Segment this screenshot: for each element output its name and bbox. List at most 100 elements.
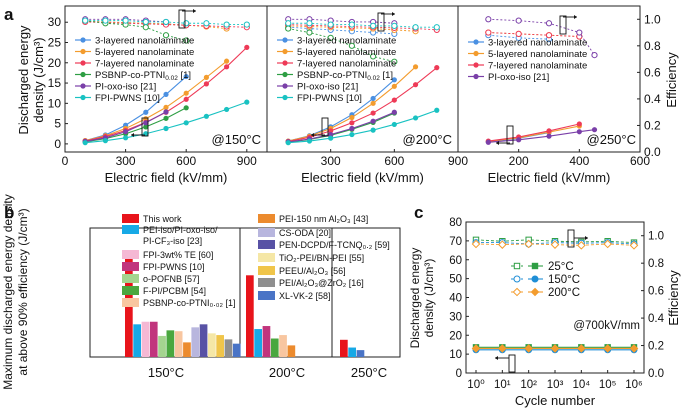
- legend-marker-l3: [80, 37, 86, 43]
- energy-point-pioxo: [328, 131, 334, 138]
- efficiency-line-psbnp: [288, 28, 395, 63]
- efficiency-point-fpi: [122, 17, 129, 24]
- energy-point-fpi: [285, 140, 291, 146]
- energy-point-l3: [183, 73, 189, 80]
- marker-c150: [531, 275, 539, 283]
- energy-point-l7: [370, 110, 376, 116]
- series-group-marker: [506, 125, 514, 145]
- efficiency-point-fpi: [285, 20, 292, 27]
- x-tick-label: 600: [176, 154, 196, 168]
- x-axis-label: Cycle number: [515, 393, 596, 408]
- bar-0-13: [232, 343, 241, 357]
- energy-point-l3: [143, 109, 149, 115]
- panel-b: 150°C 200°C 250°C Maximum discharged energy…: [1, 194, 401, 390]
- efficiency-point-l7: [545, 32, 553, 39]
- axis-arrow-head: [495, 356, 498, 360]
- energy-point-pioxo: [546, 133, 552, 139]
- axes-frame-b: [89, 227, 401, 358]
- legend-label-2: FPI-3wt% TE [60]: [143, 250, 213, 260]
- legend-swatch-10: [258, 253, 275, 262]
- energy-point-pioxo: [163, 109, 169, 115]
- legend-label-l3: 3-layered nanolaminate: [95, 36, 194, 47]
- legend-marker-l5: [473, 50, 479, 57]
- efficiency-point-fpi: [370, 22, 377, 30]
- energy-point-l5: [183, 90, 189, 96]
- efficiency-point-fpi: [348, 21, 355, 28]
- energy-point-l3: [163, 91, 169, 98]
- marker-c200: [498, 240, 507, 249]
- axis-arrow-head: [496, 141, 499, 145]
- panel-c: 10⁰ 10¹ 10² 10³ 10⁴ 10⁵ 10⁶ Cycle number 0 10 20 30…: [408, 217, 681, 408]
- energy-point-l7: [546, 128, 552, 134]
- efficiency-point-fpi: [306, 20, 313, 27]
- energy-point-pioxo: [349, 125, 355, 132]
- energy-point-fpi: [370, 127, 376, 133]
- y-tick-label: 40: [449, 293, 462, 305]
- efficiency-line-l3: [288, 26, 395, 35]
- legend-marker-l3: [282, 37, 288, 43]
- energy-point-l7: [576, 121, 582, 127]
- energy-point-pioxo: [516, 137, 522, 143]
- y2-axis-label: Efficiency: [666, 270, 681, 326]
- y-tick-label: 50: [449, 274, 462, 286]
- efficiency-line-l7: [288, 24, 437, 31]
- x-tick-label: 10⁰: [467, 379, 485, 391]
- legend-label-6: PSBNP-co-PTNI₀.₀₂ [1]: [143, 298, 235, 308]
- axis-arrow-head: [574, 15, 577, 19]
- energy-point-fpi: [328, 135, 334, 141]
- condition-label: @700kV/mm: [573, 320, 640, 332]
- series-group-marker: [377, 12, 385, 32]
- marker-c200: [550, 344, 560, 353]
- energy-point-l7: [203, 81, 209, 87]
- y-tick-label: 30: [449, 311, 462, 323]
- marker-c200: [512, 287, 522, 297]
- legend-label-7: PEI-150 nm Al₂O₃ [43]: [279, 214, 368, 224]
- energy-point-pioxo: [391, 109, 397, 115]
- energy-point-fpi: [349, 131, 355, 138]
- bar-0-11: [216, 335, 224, 357]
- efficiency-point-fpi: [433, 24, 440, 31]
- efficiency-point-l7: [485, 29, 492, 36]
- marker-c200: [498, 344, 507, 353]
- efficiency-point-psbnp: [162, 32, 170, 39]
- temperature-label: @200°C: [403, 132, 452, 147]
- energy-point-l5: [349, 114, 355, 121]
- x-axis-label: Electric field (kV/mm): [488, 170, 611, 185]
- energy-point-pioxo: [370, 118, 376, 124]
- energy-point-fpi: [244, 99, 250, 105]
- legend-swatch-7: [258, 214, 275, 223]
- legend-subscript: 0.02: [367, 75, 380, 82]
- legend-subscript: 0.02: [165, 75, 178, 82]
- bar-2-13: [356, 350, 365, 357]
- y2-tick-label: 0.8: [648, 258, 664, 270]
- energy-point-l5: [143, 116, 149, 122]
- legend-marker-l5: [80, 48, 86, 55]
- y2-axis-label: Efficiency: [664, 52, 679, 108]
- y-tick-label: 0: [54, 137, 61, 151]
- marker-c200: [577, 241, 586, 250]
- y2-tick-label: 1.0: [648, 231, 664, 243]
- legend-label-8: CS-ODA [20]: [279, 228, 331, 238]
- legend-text: PSBNP-co-PTNI: [297, 70, 367, 81]
- marker-c200: [524, 344, 533, 353]
- energy-point-pioxo: [485, 139, 491, 145]
- energy-point-l7: [391, 97, 397, 103]
- series-group-marker: [321, 117, 329, 137]
- legend-label-0: This work: [143, 214, 182, 224]
- legend-marker-l7: [80, 60, 86, 66]
- y-axis-label-line1: Discharged energy: [16, 25, 31, 135]
- x-tick-label: 300: [321, 154, 341, 168]
- legend-swatch-9: [258, 240, 275, 249]
- legend-swatch-11: [258, 266, 275, 275]
- x-tick-label: 600: [384, 154, 404, 168]
- x-tick-label: 10⁶: [625, 379, 643, 391]
- panel-label-c: c: [414, 203, 423, 222]
- efficiency-point-fpi: [203, 20, 210, 27]
- legend-swatch-5: [122, 286, 139, 295]
- efficiency-point-psbnp: [285, 25, 292, 32]
- energy-point-fpi: [306, 138, 313, 144]
- energy-point-pioxo: [576, 129, 582, 135]
- efficiency-group-marker: [567, 229, 575, 248]
- bar-0-8: [191, 327, 200, 357]
